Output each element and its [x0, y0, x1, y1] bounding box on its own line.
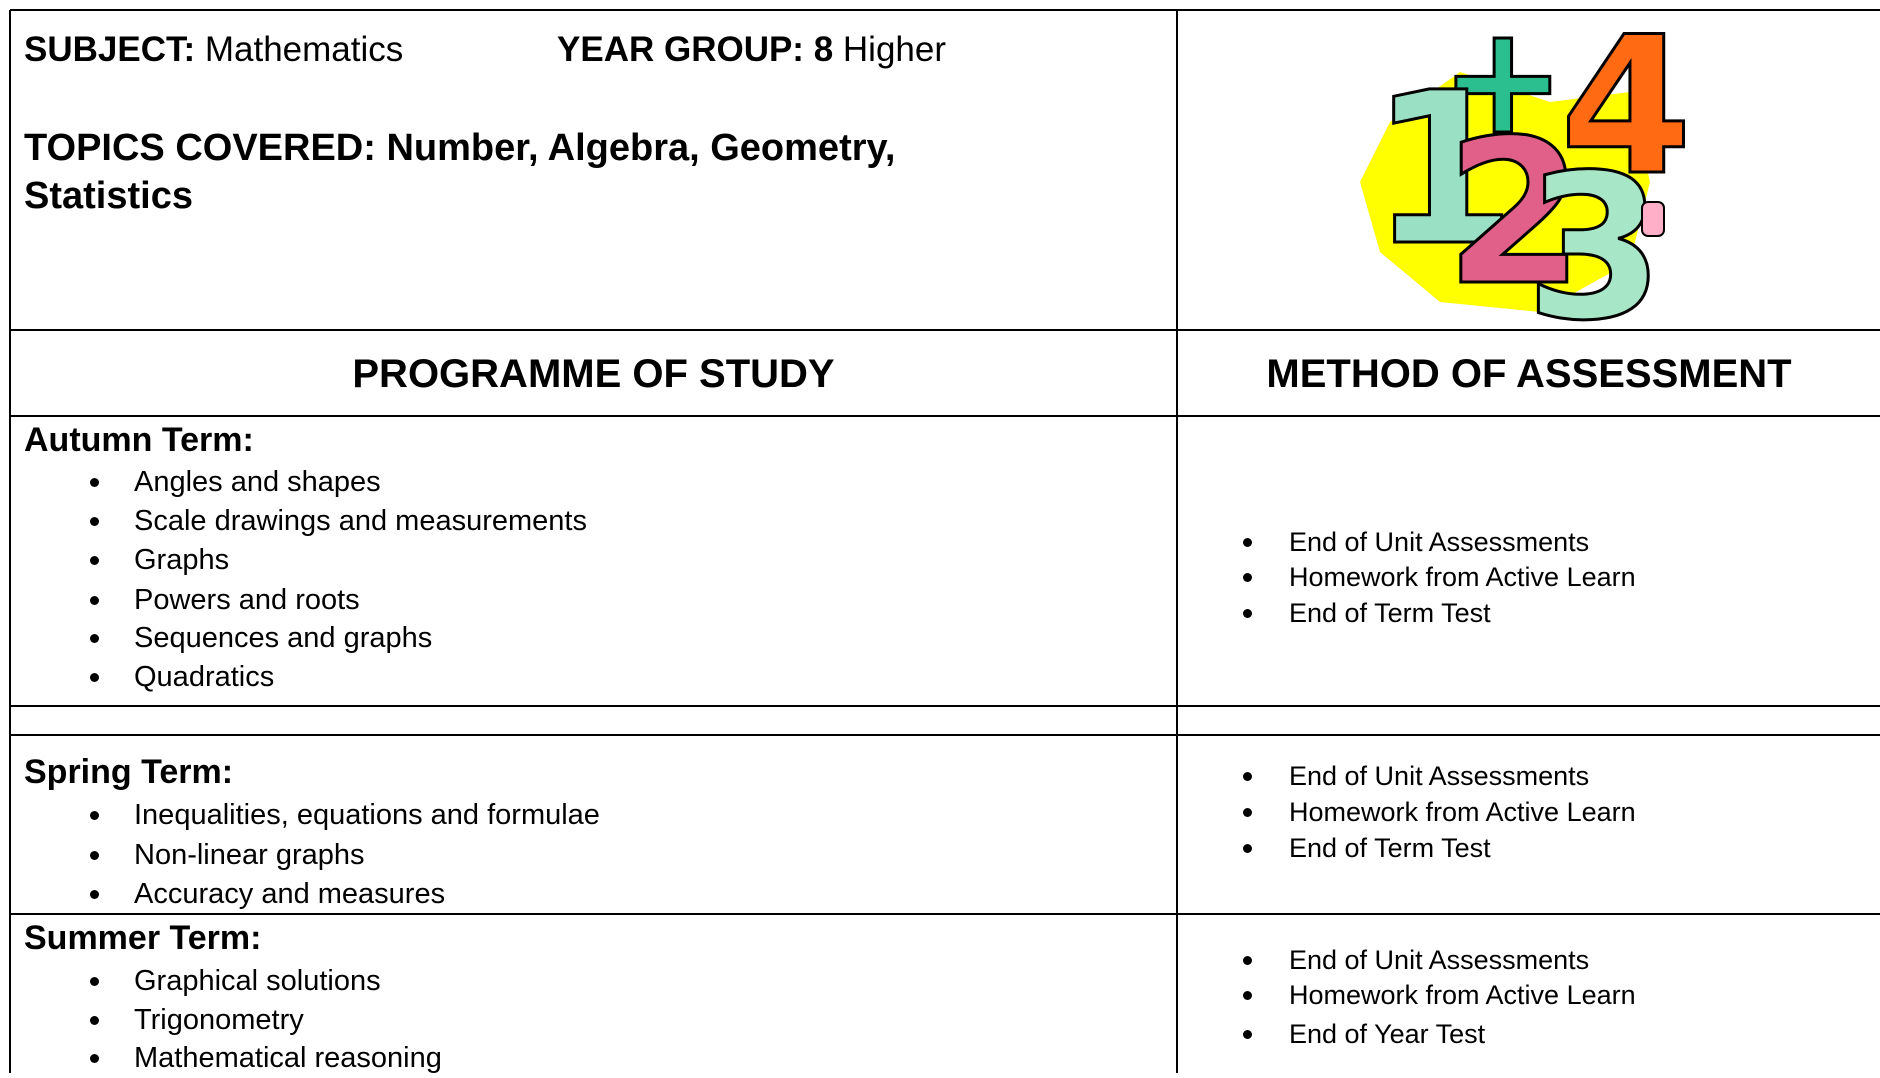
- topic-item: Powers and roots: [134, 584, 360, 616]
- assessment-item: End of Unit Assessments: [1289, 945, 1590, 975]
- svg-text:1: 1: [1370, 47, 1516, 292]
- assessment-item: End of Year Test: [1289, 1019, 1486, 1049]
- bullet: [90, 1054, 99, 1063]
- bullet: [90, 811, 99, 820]
- label: SUBJECT:: [24, 30, 196, 69]
- topic-item: Accuracy and measures: [134, 878, 446, 910]
- bullet: [90, 890, 99, 899]
- svg-text:4: 4: [1560, 12, 1692, 217]
- svg-text:2: 2: [1445, 97, 1584, 328]
- maths-clipart: 4 + 1 2 3: [1360, 12, 1694, 328]
- assessment-item: End of Term Test: [1289, 598, 1491, 628]
- topic-item: Mathematical reasoning: [134, 1042, 442, 1074]
- topic-item: Quadratics: [134, 661, 275, 693]
- topic-item: Graphs: [134, 544, 230, 576]
- bullet: [90, 977, 99, 986]
- border-line: [10, 9, 1880, 11]
- bullet: [1243, 808, 1252, 817]
- term-title: Summer Term:: [24, 919, 262, 957]
- bullet: [1243, 573, 1252, 582]
- border-line: [10, 913, 1880, 915]
- bullet: [1243, 772, 1252, 781]
- assessment-item: Homework from Active Learn: [1289, 562, 1636, 592]
- topics: TOPICS COVERED: Number, Algebra, Geometr…: [24, 127, 896, 217]
- bullet: [1243, 956, 1252, 965]
- border-line: [10, 415, 1880, 417]
- value: Higher: [842, 30, 946, 69]
- svg-text:+: +: [1440, 12, 1566, 168]
- bullet: [1243, 991, 1252, 1000]
- assessment-item: End of Unit Assessments: [1289, 527, 1590, 557]
- bullet: [90, 556, 99, 565]
- bullet: [90, 673, 99, 682]
- assessment-item: Homework from Active Learn: [1289, 980, 1636, 1010]
- topic-item: Non-linear graphs: [134, 839, 365, 871]
- bullet: [90, 851, 99, 860]
- bullet: [1243, 538, 1252, 547]
- column-header: METHOD OF ASSESSMENT: [1266, 352, 1792, 396]
- topic-item: Graphical solutions: [134, 965, 381, 997]
- bullet: [90, 1016, 99, 1025]
- border-line: [10, 329, 1880, 331]
- assessment-item: End of Term Test: [1289, 833, 1491, 863]
- term-title: Spring Term:: [24, 753, 234, 791]
- assessment-item: End of Unit Assessments: [1289, 761, 1590, 791]
- topic-item: Scale drawings and measurements: [134, 505, 587, 537]
- bullet: [1243, 1030, 1252, 1039]
- bullet: [90, 596, 99, 605]
- label: YEAR GROUP: 8: [557, 30, 834, 69]
- border-line: [10, 734, 1880, 736]
- topic-item: Angles and shapes: [134, 466, 381, 498]
- topic-item: Sequences and graphs: [134, 622, 433, 654]
- value: Mathematics: [204, 30, 404, 69]
- year-line: YEAR GROUP: 8 Higher: [557, 30, 946, 70]
- border-line: [1176, 10, 1178, 1073]
- topic-item: Inequalities, equations and formulae: [134, 799, 600, 831]
- assessment-item: Homework from Active Learn: [1289, 797, 1636, 827]
- term-title: Autumn Term:: [24, 421, 254, 459]
- topic-item: Trigonometry: [134, 1004, 304, 1036]
- bullet: [90, 478, 99, 487]
- bullet: [90, 634, 99, 643]
- subject-line: SUBJECT: Mathematics: [24, 30, 403, 70]
- bullet: [1243, 609, 1252, 618]
- bullet: [90, 517, 99, 526]
- bullet: [1243, 844, 1252, 853]
- border-line: [10, 705, 1880, 707]
- svg-text:3: 3: [1525, 132, 1664, 328]
- border-line: [9, 10, 11, 1073]
- column-header: PROGRAMME OF STUDY: [352, 352, 835, 396]
